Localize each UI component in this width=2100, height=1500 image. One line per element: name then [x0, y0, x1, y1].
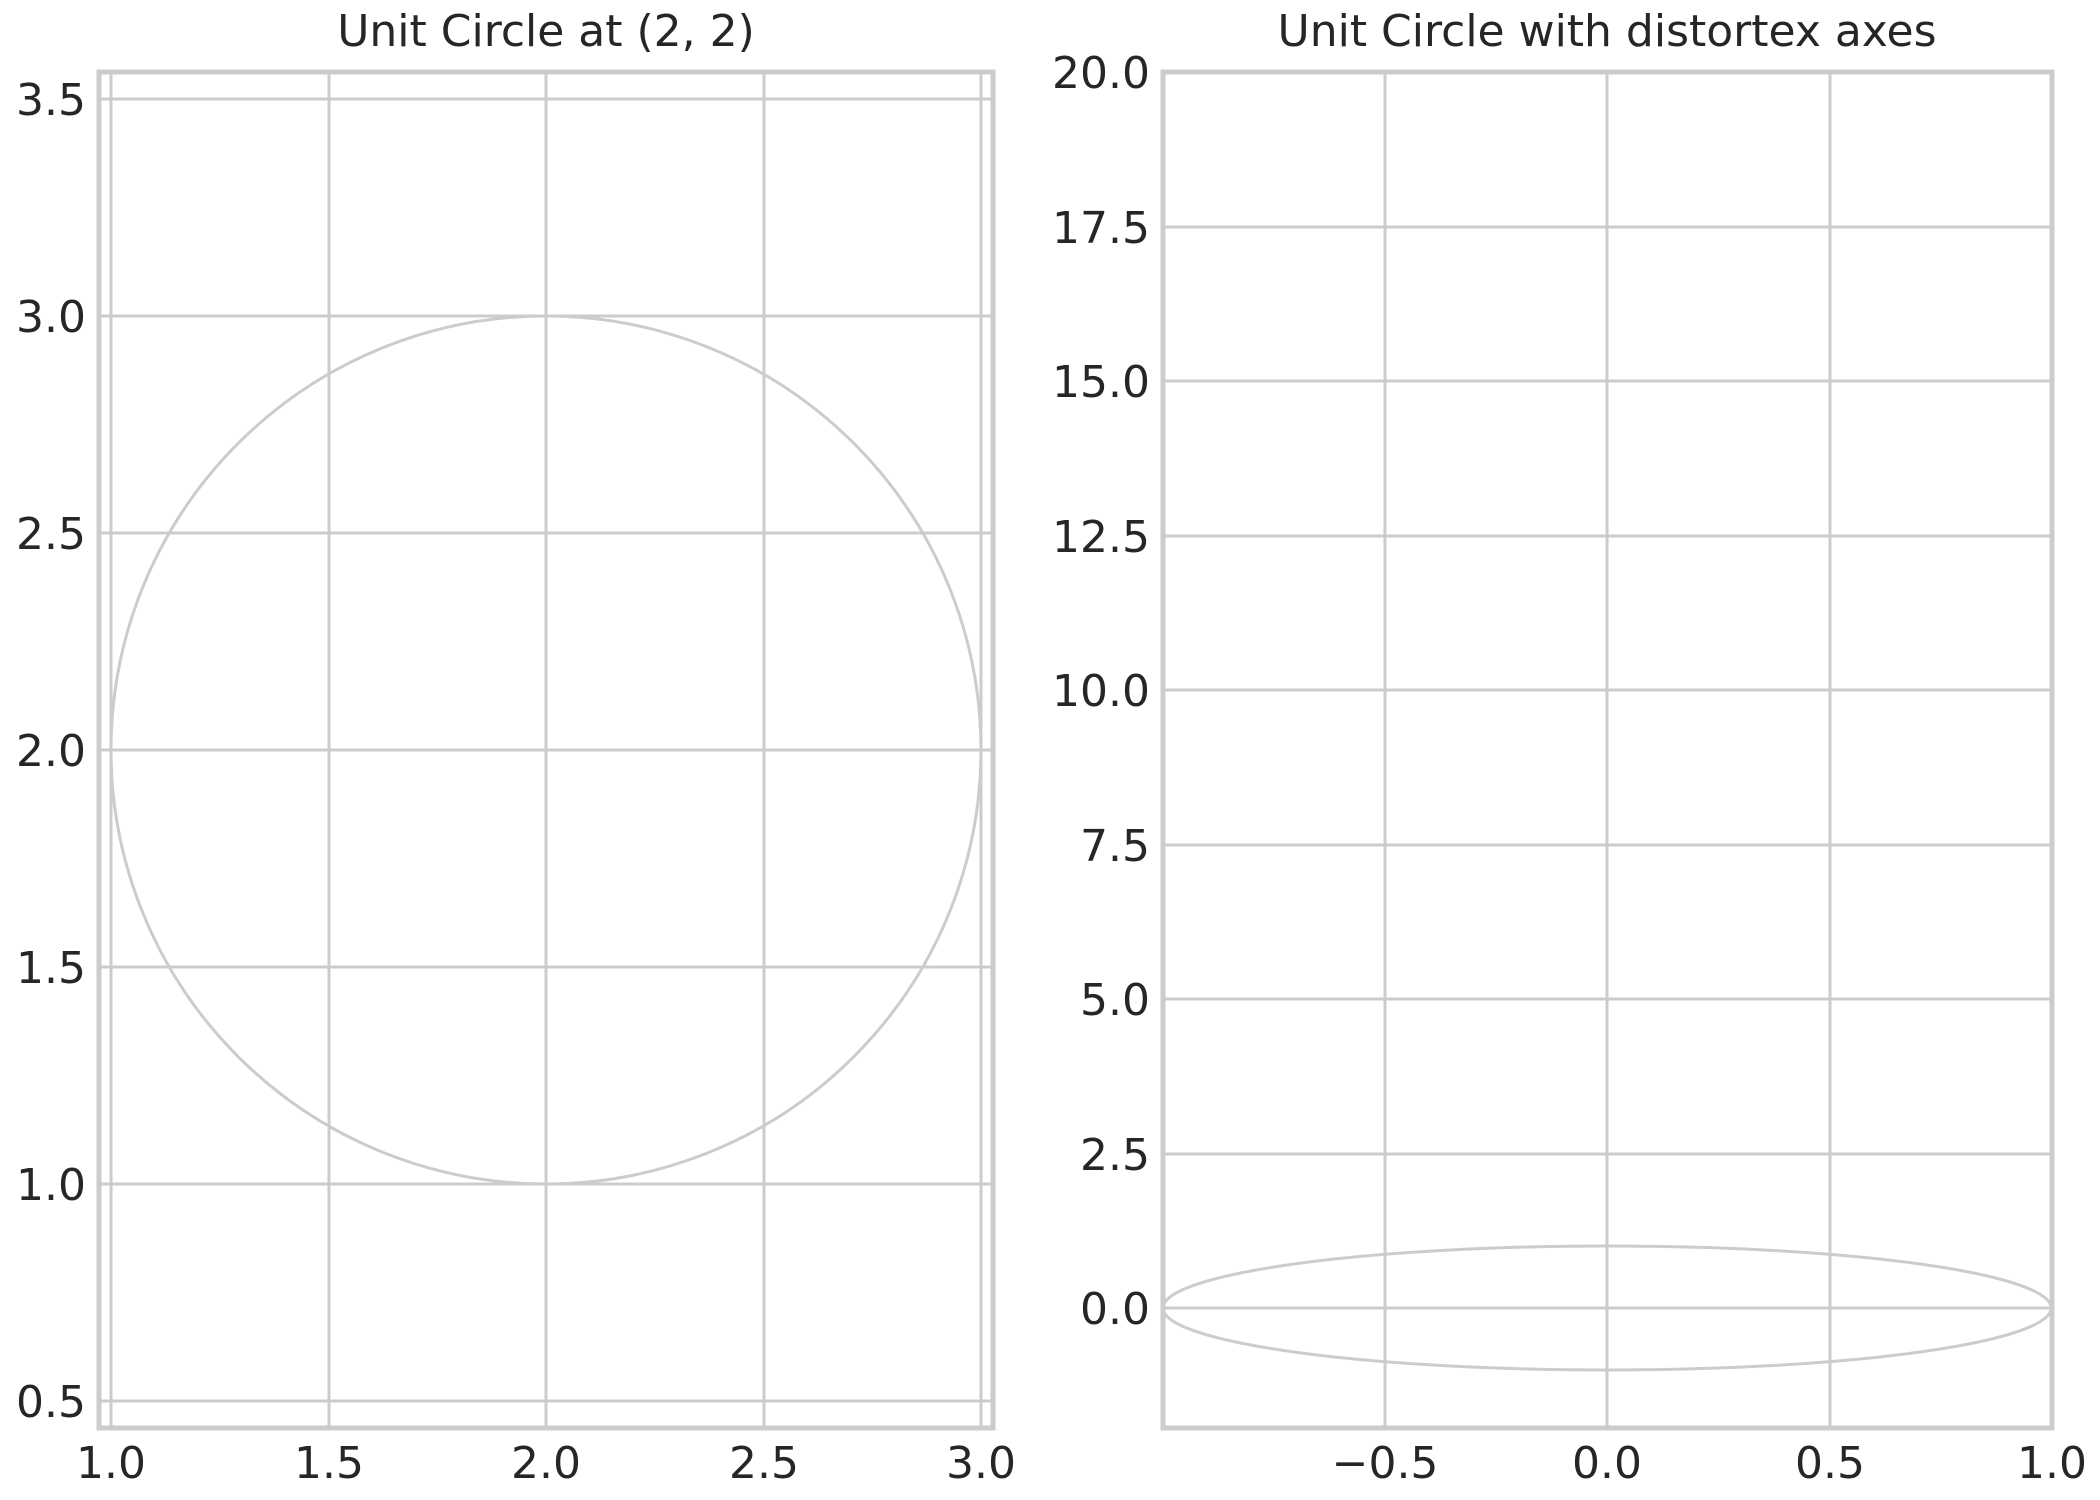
right-ytick: 12.5 [1052, 512, 1150, 563]
left-xtick: 3.0 [946, 1438, 1016, 1489]
right-ytick: 2.5 [1080, 1130, 1150, 1181]
left-xtick: 2.0 [511, 1438, 581, 1489]
left-xtick: 2.5 [729, 1438, 799, 1489]
right-ytick: 20.0 [1052, 48, 1150, 99]
right-ytick: 15.0 [1052, 357, 1150, 408]
left-axes-frame [96, 69, 996, 1431]
left-ytick: 2.5 [16, 509, 86, 560]
right-grid [1163, 72, 2052, 1428]
left-ytick: 1.5 [16, 943, 86, 994]
right-xtick: 0.5 [1795, 1438, 1865, 1489]
right-ytick: 5.0 [1080, 975, 1150, 1026]
right-axes-frame [1160, 69, 2055, 1431]
left-unit-circle [109, 314, 983, 1186]
right-xtick: −0.5 [1331, 1438, 1439, 1489]
left-ytick: 1.0 [16, 1160, 86, 1211]
right-xtick: 1.0 [2017, 1438, 2087, 1489]
right-ytick: 17.5 [1052, 203, 1150, 254]
left-xtick: 1.5 [294, 1438, 364, 1489]
left-ytick: 3.5 [16, 75, 86, 126]
right-ytick: 10.0 [1052, 666, 1150, 717]
right-ytick: 7.5 [1080, 821, 1150, 872]
left-ytick: 3.0 [16, 292, 86, 343]
right-chart-title: Unit Circle with distortex axes [1277, 6, 1937, 57]
right-ytick: 0.0 [1080, 1284, 1150, 1335]
left-xtick: 1.0 [76, 1438, 146, 1489]
left-chart-title: Unit Circle at (2, 2) [337, 6, 755, 57]
left-ytick: 2.0 [16, 726, 86, 777]
left-ytick: 0.5 [16, 1377, 86, 1428]
right-xtick: 0.0 [1572, 1438, 1642, 1489]
